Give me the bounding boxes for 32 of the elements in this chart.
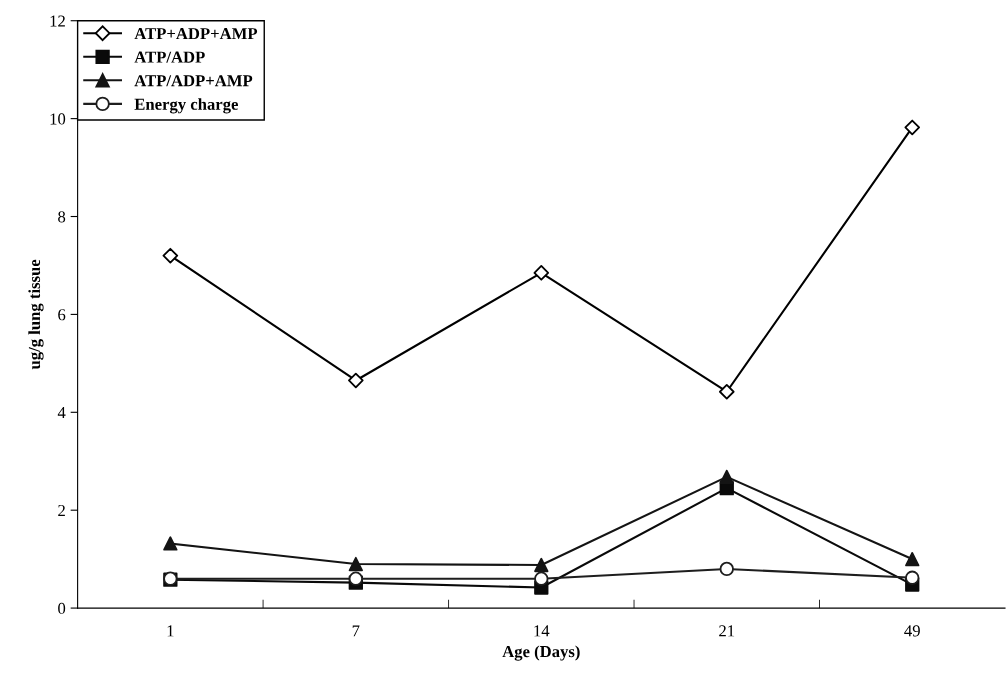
- y-axis-title: ug/g lung tissue: [28, 259, 44, 370]
- point: [533, 265, 550, 281]
- y-tick-label: 12: [50, 15, 65, 27]
- legend-label: ATP/ADP: [134, 51, 205, 63]
- point: [163, 536, 178, 551]
- point: [905, 570, 920, 585]
- y-tick-label: 6: [58, 309, 66, 321]
- y-tick-label: 10: [50, 113, 66, 125]
- point: [904, 119, 921, 136]
- legend-label: ATP/ADP+AMP: [134, 75, 253, 87]
- x-tick-label: 14: [534, 625, 550, 637]
- x-tick-label: 1: [167, 625, 174, 637]
- y-tick-label: 0: [58, 602, 66, 615]
- point: [718, 383, 735, 400]
- point: [905, 551, 920, 567]
- x-tick-label: 49: [904, 625, 920, 637]
- point: [719, 561, 734, 577]
- y-tick-label: 8: [58, 211, 66, 223]
- point: [534, 557, 549, 573]
- point: [348, 571, 363, 586]
- x-tick-label: 21: [719, 625, 735, 637]
- legend-label: Energy charge: [134, 98, 238, 114]
- point: [348, 372, 364, 389]
- y-tick-label: 4: [57, 407, 66, 419]
- point: [348, 556, 363, 572]
- point: [534, 571, 549, 586]
- point: [162, 247, 179, 264]
- legend-label: ATP+ADP+AMP: [134, 28, 258, 40]
- point: [719, 469, 734, 485]
- y-tick-label: 2: [58, 504, 65, 516]
- x-tick-label: 7: [352, 625, 360, 637]
- x-axis-title: Age (Days): [502, 645, 580, 661]
